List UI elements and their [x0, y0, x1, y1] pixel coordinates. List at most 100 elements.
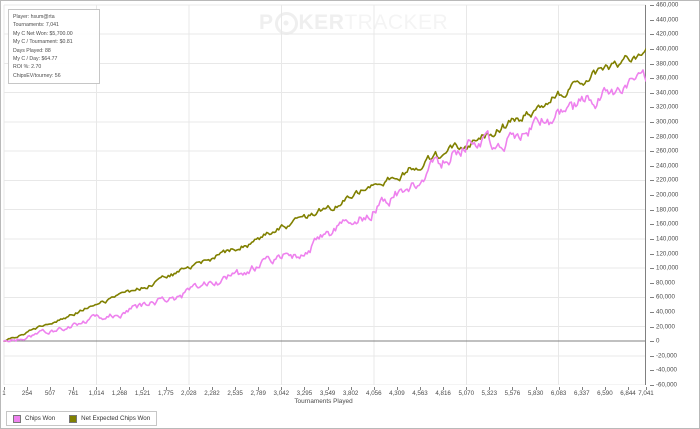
x-axis-tick-label: 2,028 [181, 390, 197, 397]
y-axis-tick [650, 48, 654, 50]
x-axis-tick [350, 387, 352, 390]
x-axis-tick [4, 387, 5, 390]
y-axis-tick-label: 400,000 [656, 45, 679, 53]
x-axis-tick-label: 4,563 [412, 390, 428, 397]
y-axis-tick-label: 120,000 [656, 250, 679, 257]
x-axis-tick-label: 2,282 [204, 390, 220, 397]
x-axis-tick-label: 5,323 [481, 390, 498, 397]
y-axis-tick-label: 420,000 [656, 30, 679, 38]
y-axis-tick-label: 240,000 [656, 162, 679, 170]
x-axis-tick [443, 387, 445, 390]
x-axis-title: Tournaments Played [294, 398, 353, 405]
x-axis-tick-label: 3,549 [319, 390, 336, 397]
y-axis-tick-label: 440,000 [656, 16, 679, 24]
x-axis-tick-label: 4,056 [366, 390, 382, 397]
x-axis-tick [212, 387, 213, 390]
y-axis-tick-label: -60,000 [656, 381, 677, 389]
x-axis-tick-label: 3,042 [273, 390, 290, 397]
y-axis-tick [650, 78, 654, 80]
y-axis-tick-label: 340,000 [656, 89, 679, 97]
y-axis-tick-label: 0 [656, 337, 660, 345]
series-line-chips-won [3, 69, 646, 343]
x-axis-tick-label: 5,576 [504, 390, 521, 397]
x-axis-tick-label: 507 [44, 390, 56, 397]
x-axis-tick [558, 387, 560, 390]
stats-line: My C / Tournament: $0.81 [13, 39, 73, 46]
x-axis-tick [50, 387, 52, 390]
x-axis-tick-label: 6,844 [620, 390, 636, 397]
x-axis-tick [535, 387, 537, 390]
y-axis-tick-label: 180,000 [656, 206, 679, 214]
y-axis-tick-label: 140,000 [656, 235, 679, 243]
y-axis-tick-label: 300,000 [656, 118, 679, 126]
x-axis-tick-label: 6,337 [574, 390, 590, 397]
x-axis-tick [512, 387, 514, 390]
legend-item[interactable]: Chips Won [13, 414, 55, 423]
legend-color-swatch [69, 414, 78, 423]
y-axis-tick [650, 151, 654, 153]
series-line-net-expected-chips-won [3, 48, 646, 342]
x-axis-tick [119, 387, 121, 390]
stats-line: Player: hsum@rta [13, 14, 55, 20]
stats-line: Days Played: 88 [13, 47, 51, 54]
y-axis-tick-label: 100,000 [656, 264, 679, 272]
x-axis-tick-label: 3,802 [342, 390, 359, 397]
x-axis-tick-label: 254 [21, 390, 33, 397]
y-axis-tick-label: 320,000 [656, 103, 679, 111]
x-axis-tick-label: 761 [68, 390, 79, 397]
x-axis-tick [646, 387, 647, 390]
y-axis-tick-label: 280,000 [656, 133, 679, 140]
stats-info-box: Player: hsum@rta Tournaments: 7,041 My C N… [8, 9, 100, 85]
y-axis-tick-label: 220,000 [656, 176, 679, 184]
x-axis-tick [581, 387, 583, 390]
y-axis-tick-label: 40,000 [656, 308, 675, 316]
x-axis-tick [73, 387, 75, 390]
x-axis-tick [165, 387, 167, 390]
x-axis-tick-label: 1 [2, 390, 6, 397]
legend-label: Net Expected Chips Won [81, 415, 151, 422]
x-axis-tick-label: 4,816 [435, 390, 451, 397]
x-axis-tick-label: 1,268 [111, 390, 128, 397]
x-axis-tick-label: 2,535 [227, 390, 243, 397]
y-axis-tick [650, 238, 654, 240]
chart-canvas [3, 4, 646, 385]
y-axis-tick-label: 20,000 [656, 323, 675, 330]
y-axis-tick [650, 92, 654, 94]
x-axis-tick-label: 2,789 [250, 390, 266, 397]
y-axis-tick [650, 5, 654, 6]
legend-color-swatch [13, 414, 21, 423]
y-axis-tick [650, 341, 654, 343]
chart-legend: Chips Won Net Expected Chips Won [6, 411, 158, 426]
y-axis-tick [650, 121, 654, 123]
x-axis-tick [604, 387, 606, 390]
x-axis-tick-label: 7,041 [638, 390, 654, 397]
y-axis-tick [650, 370, 654, 372]
x-axis-tick [466, 387, 468, 390]
y-axis-tick [650, 355, 654, 357]
x-axis-tick [489, 387, 491, 390]
y-axis-tick [650, 34, 654, 36]
y-axis-tick [650, 165, 654, 167]
x-axis-tick-label: 6,083 [550, 390, 567, 397]
y-axis-tick [650, 224, 654, 226]
x-axis-tick [27, 387, 29, 390]
x-axis-tick-label: 1,775 [158, 390, 174, 397]
y-axis-tick [650, 385, 654, 386]
x-axis-tick [628, 387, 629, 390]
stats-line: ROI %: 2.70 [13, 64, 42, 71]
x-axis-tick [373, 387, 375, 390]
x-axis-tick [396, 387, 398, 390]
y-axis-tick-label: 160,000 [656, 220, 679, 228]
x-axis-tick [142, 387, 144, 390]
y-axis-tick [650, 311, 654, 313]
x-axis-tick [304, 387, 306, 390]
y-axis-tick [650, 253, 654, 255]
legend-item[interactable]: Net Expected Chips Won [69, 414, 151, 423]
chart-plot-area [1, 1, 646, 385]
x-axis-tick [96, 387, 98, 390]
y-axis-tick-label: 380,000 [656, 60, 679, 67]
y-axis-tick-label: 200,000 [656, 191, 679, 199]
stats-line: My C / Day: $64.77 [13, 56, 58, 63]
y-axis-tick [650, 268, 654, 270]
y-axis-tick [650, 209, 654, 211]
